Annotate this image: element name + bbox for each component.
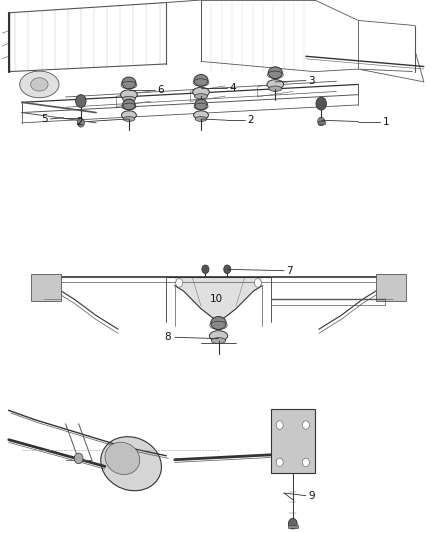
Text: 3: 3 [308, 76, 315, 86]
Text: 2: 2 [247, 115, 253, 125]
Bar [288, 525, 298, 528]
Ellipse shape [31, 78, 48, 91]
Ellipse shape [193, 87, 209, 97]
Ellipse shape [123, 117, 135, 122]
Ellipse shape [101, 437, 161, 491]
Ellipse shape [268, 67, 282, 78]
Circle shape [77, 118, 84, 127]
Circle shape [276, 458, 283, 467]
Ellipse shape [122, 77, 136, 89]
Ellipse shape [20, 71, 59, 98]
Ellipse shape [195, 99, 207, 110]
Ellipse shape [194, 111, 208, 119]
Ellipse shape [194, 75, 208, 86]
Bar [271, 409, 315, 473]
Ellipse shape [121, 111, 136, 119]
Circle shape [224, 265, 231, 273]
Text: 2: 2 [76, 117, 83, 126]
Bar [318, 122, 325, 124]
Text: 4: 4 [229, 83, 236, 93]
Circle shape [318, 117, 325, 126]
Ellipse shape [211, 317, 226, 329]
Ellipse shape [194, 94, 208, 99]
Text: 8: 8 [164, 332, 170, 342]
Circle shape [74, 453, 83, 464]
Circle shape [176, 279, 183, 287]
Ellipse shape [122, 96, 135, 102]
Text: 10: 10 [210, 294, 223, 304]
Circle shape [316, 97, 326, 110]
Ellipse shape [195, 117, 207, 122]
Polygon shape [175, 278, 262, 322]
Ellipse shape [269, 86, 282, 91]
Circle shape [302, 458, 309, 467]
Circle shape [288, 518, 297, 529]
Bar [376, 274, 406, 301]
Ellipse shape [209, 330, 228, 341]
Circle shape [302, 421, 309, 430]
Text: 7: 7 [286, 265, 293, 276]
Ellipse shape [212, 338, 226, 344]
Bar [31, 274, 61, 301]
Ellipse shape [105, 442, 140, 474]
Circle shape [76, 95, 86, 108]
Ellipse shape [123, 99, 135, 110]
Text: 9: 9 [308, 491, 315, 500]
Text: 5: 5 [42, 114, 48, 124]
Text: 1: 1 [382, 117, 389, 126]
Circle shape [276, 421, 283, 430]
Ellipse shape [121, 90, 137, 100]
Ellipse shape [267, 79, 284, 89]
Text: 6: 6 [157, 85, 164, 95]
Circle shape [202, 265, 209, 273]
Circle shape [254, 279, 261, 287]
